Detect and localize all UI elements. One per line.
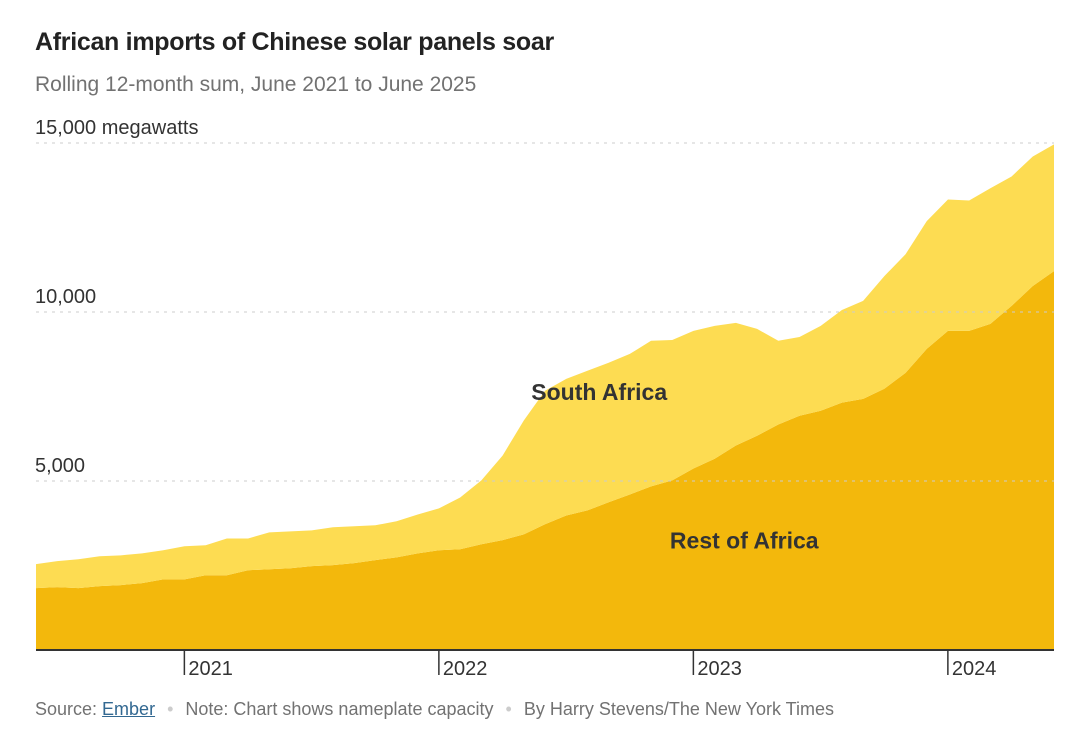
source-link-ember[interactable]: Ember [102,699,156,719]
series-label-south-africa: South Africa [531,379,667,405]
chart-subtitle: Rolling 12-month sum, June 2021 to June … [35,73,477,96]
separator-dot: • [167,699,174,719]
byline: By Harry Stevens/The New York Times [523,699,834,719]
separator-dot: • [505,699,512,719]
area-rest-of-africa [36,271,1054,650]
y-tick-label: 10,000 [35,286,96,308]
source-prefix: Source: [35,699,103,719]
series-label-rest-of-africa: Rest of Africa [670,528,819,554]
chart-title: African imports of Chinese solar panels … [35,28,554,56]
y-tick-label: 15,000 megawatts [35,117,198,139]
x-tick-label: 2023 [697,658,742,680]
x-tick-label: 2024 [952,658,997,680]
area-south-africa [36,144,1054,589]
x-tick-label: 2021 [188,658,233,680]
note-text: Note: Chart shows nameplate capacity [185,699,494,719]
chart-footer: Source: Ember • Note: Chart shows nameplat… [35,699,834,720]
y-tick-label: 5,000 [35,455,85,477]
x-tick-label: 2022 [443,658,488,680]
